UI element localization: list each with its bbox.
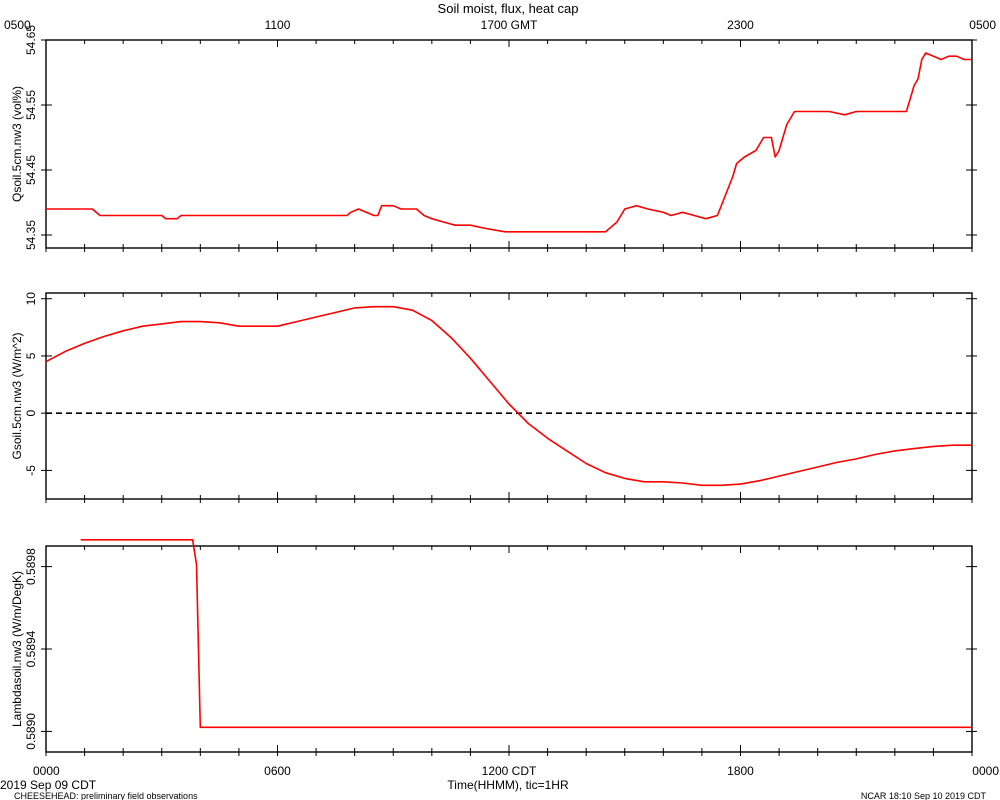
series-lines [45, 52, 972, 729]
panel-frames [41, 39, 977, 756]
panel-frame-1 [45, 39, 973, 249]
y-tick-label: 0 [24, 410, 38, 417]
y-tick-label: 54.35 [24, 220, 38, 250]
top-tick-label: 2300 [727, 18, 754, 32]
bottom-tick-label: 1800 [727, 764, 754, 778]
panel-frame-2 [45, 292, 973, 500]
y-tick-label: -5 [24, 465, 38, 476]
y-tick-label: 0.5890 [24, 713, 38, 750]
y-tick-label: 54.65 [24, 25, 38, 55]
series-line-1 [46, 52, 972, 233]
x-axis-label: Time(HHMM), tic=1HR [447, 778, 569, 792]
footer-left: CHEESEHEAD: preliminary field observatio… [14, 791, 198, 800]
date-label: 2019 Sep 09 CDT [0, 778, 97, 792]
footer-right: NCAR 18:10 Sep 10 2019 CDT [861, 791, 987, 800]
top-tick-label: 0500 [969, 18, 996, 32]
y-tick-label: 0.5898 [24, 548, 38, 585]
y-tick-label: 54.55 [24, 90, 38, 120]
y-axis-label: Gsoil.5cm.nw3 (W/m^2) [10, 333, 24, 460]
bottom-tick-label: 0000 [972, 764, 999, 778]
series-line-3 [80, 539, 972, 729]
y-axis-label: Lambdasoil.nw3 (W/m/DegK) [10, 571, 24, 727]
y-axis-label: Qsoil.5cm.nw3 (vol%) [10, 86, 24, 202]
y-tick-label: 54.45 [24, 155, 38, 185]
panel-frame-3 [45, 545, 973, 753]
top-tick-label: 1700 GMT [481, 18, 538, 32]
chart-title: Soil moist, flux, heat cap [438, 1, 579, 16]
y-tick-label: 0.5894 [24, 630, 38, 667]
bottom-tick-label: 0600 [264, 764, 291, 778]
series-line-2 [45, 305, 972, 487]
top-tick-label: 1100 [265, 18, 291, 32]
bottom-tick-label: 1200 CDT [482, 764, 537, 778]
top-tick-label: 0500 [4, 18, 31, 32]
y-tick-label: 10 [24, 292, 38, 306]
y-tick-label: 5 [24, 352, 38, 359]
bottom-tick-label: 0000 [33, 764, 60, 778]
